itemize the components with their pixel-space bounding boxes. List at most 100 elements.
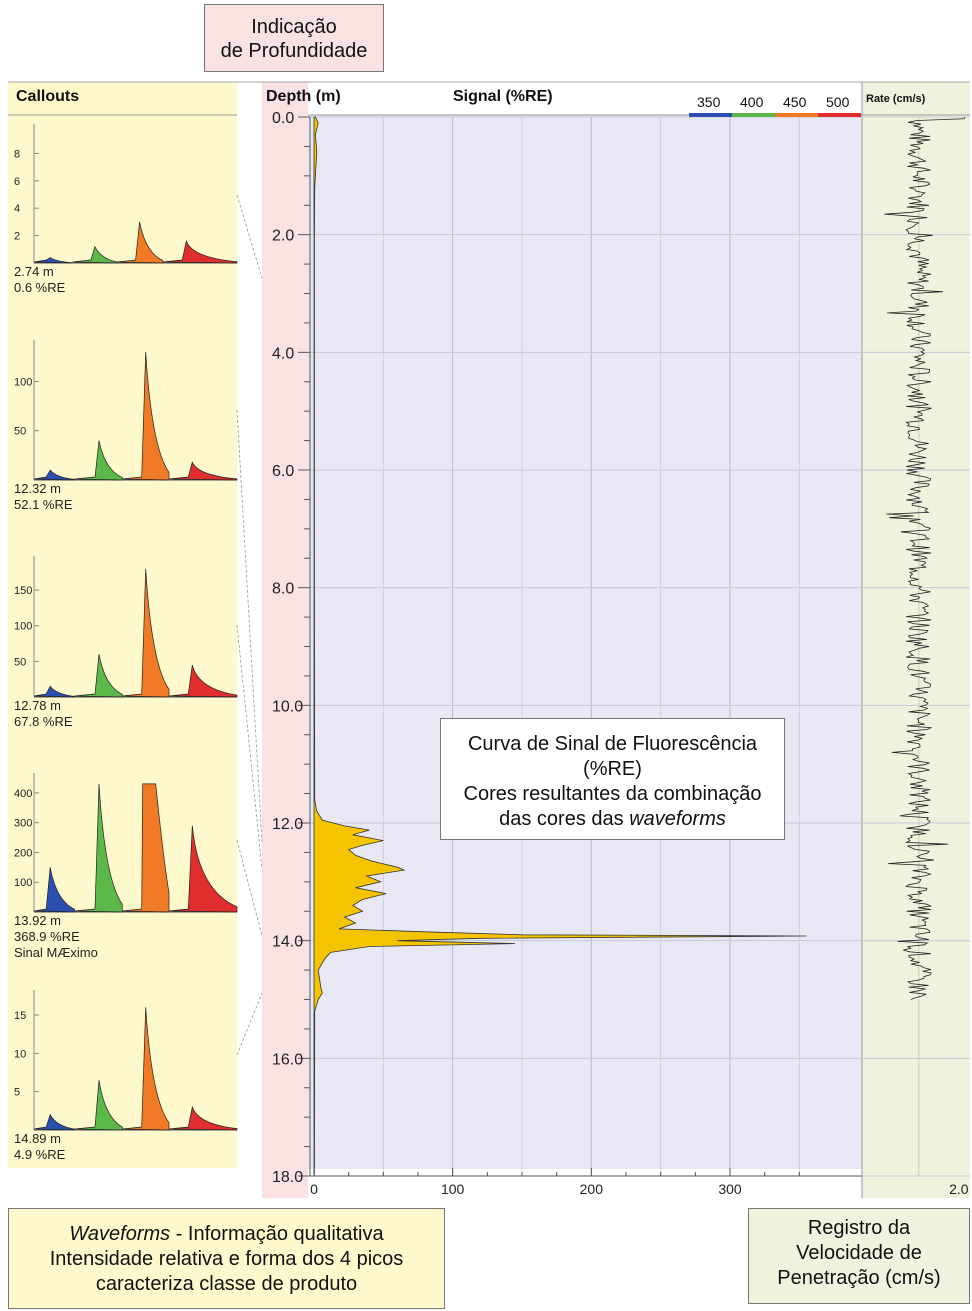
callout-tick-label: 10: [14, 1048, 26, 1060]
rate-box-line-3: Penetração (cm/s): [777, 1267, 941, 1289]
callout-signal-label: 0.6 %RE: [14, 280, 66, 295]
callout-tick-label: 300: [14, 818, 32, 830]
callout-peak-3: [122, 1007, 170, 1131]
callout-signal-label: 368.9 %RE: [14, 929, 80, 944]
legend-swatch-500: [818, 113, 861, 117]
callout-signal-label: 67.8 %RE: [14, 714, 73, 729]
callout-peak-4: [162, 239, 238, 264]
annotation-line-4-italic: waveforms: [629, 808, 726, 830]
annotation-line-3: Cores resultantes da combinação: [463, 783, 762, 805]
callout-depth-label: 13.92 m: [14, 913, 61, 928]
callout-connector: [236, 992, 263, 1056]
legend-swatch-450: [775, 113, 818, 117]
callout-signal-label: 52.1 %RE: [14, 497, 73, 512]
callout-connector: [236, 839, 263, 937]
depth-tick-label: 8.0: [272, 581, 294, 598]
legend-swatch-400: [732, 113, 775, 117]
waveforms-line-2: Intensidade relativa e forma dos 4 picos: [49, 1248, 404, 1270]
signal-curve: [313, 116, 807, 1177]
depth-indication-box: Indicação de Profundidade: [204, 4, 384, 72]
callout-tick-label: 2: [14, 231, 20, 243]
depth-tick-label: 16.0: [272, 1051, 303, 1068]
callout-tick-label: 100: [14, 877, 32, 889]
depth-tick-label: 14.0: [272, 934, 303, 951]
depth-tick-label: 6.0: [272, 463, 294, 480]
callout-tick-label: 5: [14, 1087, 20, 1099]
legend-label-500: 500: [826, 94, 850, 110]
rate-box-line-2: Velocidade de: [796, 1242, 922, 1264]
depth-track: [262, 82, 308, 1198]
rate-curve: [884, 117, 965, 1000]
callout-tick-label: 8: [14, 148, 20, 160]
callout-peak-1: [33, 867, 75, 913]
depth-tick-label: 10.0: [272, 698, 303, 715]
rate-axis-title: Rate (cm/s): [866, 93, 926, 105]
depth-axis-title: Depth (m): [266, 88, 341, 105]
callouts: 2 4 6 8 2.74 m0.6 %RE 50 100 12.32 m52.1 %RE 50 1…: [14, 124, 238, 1162]
depth-tick-label: 12.0: [272, 816, 303, 833]
callout-peak-3: [117, 221, 164, 264]
callout-extra-label: Sinal MÆximo: [14, 945, 98, 960]
depth-tick-label: 18.0: [272, 1169, 303, 1186]
callout-depth-label: 12.78 m: [14, 698, 61, 713]
rate-box-line-1: Registro da: [807, 1217, 911, 1239]
rate-tick-label: 2.0: [949, 1181, 969, 1197]
depth-tick-label: 2.0: [272, 228, 294, 245]
annotation-line-4: das cores das waveforms: [441, 807, 784, 832]
annotation-line-2: (%RE): [583, 758, 642, 780]
callout-peak-4: [168, 461, 238, 481]
callout-tick-label: 50: [14, 426, 26, 438]
callout-peak-2: [74, 440, 123, 481]
rate-line: [884, 117, 965, 1000]
callout-peak-4: [168, 664, 238, 698]
annotation-line-4-prefix: das cores das: [499, 808, 630, 830]
callout-tick-label: 15: [14, 1010, 26, 1022]
callout-depth-label: 12.32 m: [14, 481, 61, 496]
legend-label-450: 450: [783, 94, 807, 110]
signal-tick-label: 300: [718, 1181, 742, 1197]
callout-tick-label: 100: [14, 621, 32, 633]
callout-tick-label: 50: [14, 656, 26, 668]
waveforms-line-1-suffix: - Informação qualitativa: [170, 1223, 384, 1245]
depth-indication-line-1: Indicação: [251, 16, 337, 38]
callout-tick-label: 4: [14, 203, 20, 215]
callout-connector: [236, 194, 263, 279]
callout-tick-label: 200: [14, 847, 32, 859]
legend-label-350: 350: [697, 94, 721, 110]
signal-tick-label: 0: [310, 1181, 318, 1197]
depth-indication-line-2: de Profundidade: [220, 40, 368, 62]
callout-connector: [236, 409, 263, 842]
callout-peak-2: [74, 783, 123, 913]
callout-tick-label: 100: [14, 376, 32, 388]
signal-grid: [310, 116, 970, 1177]
callouts-header: Callouts: [16, 88, 80, 105]
callout-peak-1: [33, 469, 75, 481]
callout-tick-label: 400: [14, 788, 32, 800]
callout-peak-4: [168, 1105, 238, 1131]
rate-registry-box: Registro da Velocidade de Penetração (cm…: [748, 1208, 970, 1304]
axes: 0.0 2.0 4.0 6.0 8.0 10.0 12.0 14.0 16.0 18.0 0 100 2…: [272, 110, 969, 1197]
legend-swatch-350: [689, 113, 732, 117]
callout-peak-3: [122, 568, 170, 698]
callouts-panel: [8, 82, 237, 1168]
signal-tick-label: 200: [580, 1181, 604, 1197]
callout-connector: [236, 624, 263, 869]
callout-peak-1: [33, 685, 75, 698]
signal-annotation-box: Curva de Sinal de Fluorescência (%RE) Co…: [440, 718, 785, 840]
callout-peak-3: [122, 351, 170, 481]
callout-depth-label: 14.89 m: [14, 1131, 61, 1146]
callout-connectors: [236, 194, 263, 1056]
signal-area: [313, 116, 807, 1177]
signal-tick-label: 100: [441, 1181, 465, 1197]
callout-peak-3: [122, 783, 170, 913]
annotation-line-1: Curva de Sinal de Fluorescência: [467, 733, 758, 755]
waveforms-line-1: Waveforms - Informação qualitativa: [9, 1222, 444, 1247]
waveforms-box: Waveforms - Informação qualitativa Inten…: [8, 1208, 445, 1309]
callout-tick-label: 6: [14, 176, 20, 188]
callout-tick-label: 150: [14, 585, 32, 597]
callout-peak-1: [33, 257, 73, 264]
signal-panel: [308, 115, 862, 1169]
callout-depth-label: 2.74 m: [14, 264, 54, 279]
depth-tick-label: 4.0: [272, 345, 294, 362]
